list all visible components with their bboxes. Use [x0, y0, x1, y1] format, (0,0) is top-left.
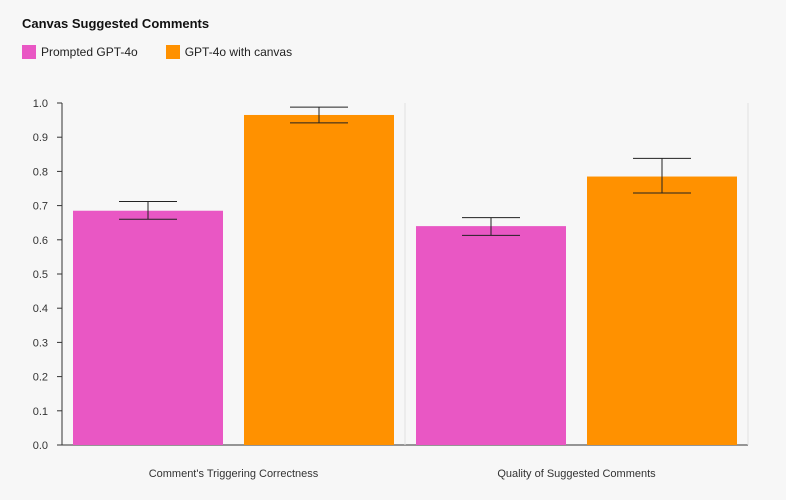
y-tick-label: 1.0 [33, 98, 48, 110]
y-tick-label: 0.2 [33, 372, 48, 384]
chart-title: Canvas Suggested Comments [22, 16, 210, 31]
y-tick-label: 0.1 [33, 406, 48, 418]
y-tick-label: 0.5 [33, 269, 48, 281]
legend-label-canvas: GPT-4o with canvas [184, 45, 293, 59]
bar [73, 210, 223, 445]
y-tick-label: 0.9 [33, 132, 48, 144]
bar [587, 176, 737, 445]
legend-swatch-canvas [165, 45, 180, 59]
legend-swatch-prompted [22, 45, 36, 59]
legend-item-canvas: GPT-4o with canvas [165, 45, 293, 59]
legend-item-prompted: Prompted GPT-4o [22, 45, 138, 59]
y-tick-label: 0.4 [33, 303, 48, 315]
x-category-label: Comment's Triggering Correctness [149, 468, 319, 480]
y-tick-label: 0.8 [33, 166, 48, 178]
y-tick-label: 0.7 [33, 201, 48, 213]
y-tick-label: 0.0 [33, 440, 48, 452]
x-category-label: Quality of Suggested Comments [497, 468, 656, 480]
bar [416, 226, 566, 445]
legend: Prompted GPT-4o GPT-4o with canvas [22, 45, 320, 59]
bar [244, 114, 394, 445]
y-tick-label: 0.6 [33, 235, 48, 247]
legend-label-prompted: Prompted GPT-4o [41, 45, 138, 59]
y-tick-label: 0.3 [33, 337, 48, 349]
